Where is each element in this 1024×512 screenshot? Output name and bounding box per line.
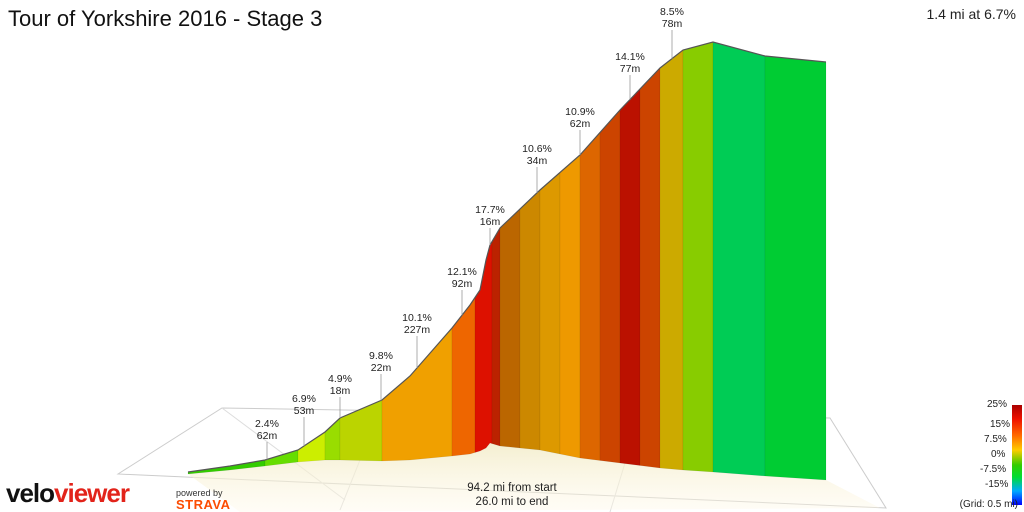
segment-length-label: 22m	[371, 362, 392, 374]
gradient-band	[639, 67, 661, 469]
segment-gradient-label: 10.1%	[402, 312, 432, 324]
legend-tick: 25%	[987, 399, 1008, 410]
powered-by-label: powered by	[176, 488, 223, 498]
gradient-band	[659, 49, 684, 471]
gradient-legend-bar	[1012, 405, 1022, 505]
gradient-band	[579, 131, 601, 461]
segment-length-label: 227m	[404, 324, 431, 336]
segment-length-label: 62m	[570, 118, 591, 130]
gradient-band	[599, 109, 621, 464]
segment-gradient-label: 17.7%	[475, 204, 505, 216]
gradient-band	[499, 208, 521, 449]
segment-gradient-label: 9.8%	[369, 350, 393, 362]
segment-length-label: 18m	[330, 385, 351, 397]
segment-gradient-label: 4.9%	[328, 373, 352, 385]
segment-labels: 2.4%62m6.9%53m4.9%18m9.8%22m10.1%227m12.…	[255, 6, 684, 460]
segment-gradient-label: 12.1%	[447, 266, 477, 278]
segment-length-label: 53m	[294, 405, 315, 417]
segment-gradient-label: 6.9%	[292, 393, 316, 405]
gradient-band	[764, 55, 827, 481]
chart-title: Tour of Yorkshire 2016 - Stage 3	[8, 6, 323, 31]
gradient-band	[559, 154, 581, 459]
gradient-band	[539, 171, 561, 455]
segment-gradient-label: 10.9%	[565, 106, 595, 118]
distance-from-start: 94.2 mi from start	[467, 482, 557, 494]
gradient-walls	[187, 41, 827, 481]
legend-tick: -7.5%	[980, 464, 1007, 475]
segment-length-label: 78m	[662, 18, 683, 30]
segment-gradient-label: 10.6%	[522, 143, 552, 155]
segment-gradient-label: 14.1%	[615, 51, 645, 63]
gradient-band	[519, 189, 541, 451]
legend-tick: -15%	[985, 479, 1009, 490]
segment-length-label: 92m	[452, 278, 473, 290]
gradient-band	[491, 227, 501, 447]
segment-length-label: 34m	[527, 155, 548, 167]
legend-tick: 15%	[990, 419, 1011, 430]
segment-length-label: 62m	[257, 430, 278, 442]
route-shadow	[188, 443, 880, 512]
gradient-band	[451, 296, 476, 457]
grid-note: (Grid: 0.5 mi)	[959, 499, 1018, 510]
segment-gradient-label: 8.5%	[660, 6, 684, 18]
legend-tick: 7.5%	[984, 434, 1007, 445]
segment-length-label: 77m	[620, 63, 641, 75]
segment-length-label: 16m	[480, 216, 501, 228]
distance-to-end: 26.0 mi to end	[475, 496, 549, 508]
segment-gradient-label: 2.4%	[255, 418, 279, 430]
gradient-band	[619, 88, 641, 466]
gradient-band	[712, 41, 766, 477]
climb-summary: 1.4 mi at 6.7%	[926, 6, 1017, 22]
legend-tick: 0%	[991, 449, 1006, 460]
gradient-band	[682, 41, 714, 473]
strava-logo: STRAVA	[176, 497, 231, 512]
veloviewer-logo: veloviewer	[6, 478, 130, 508]
